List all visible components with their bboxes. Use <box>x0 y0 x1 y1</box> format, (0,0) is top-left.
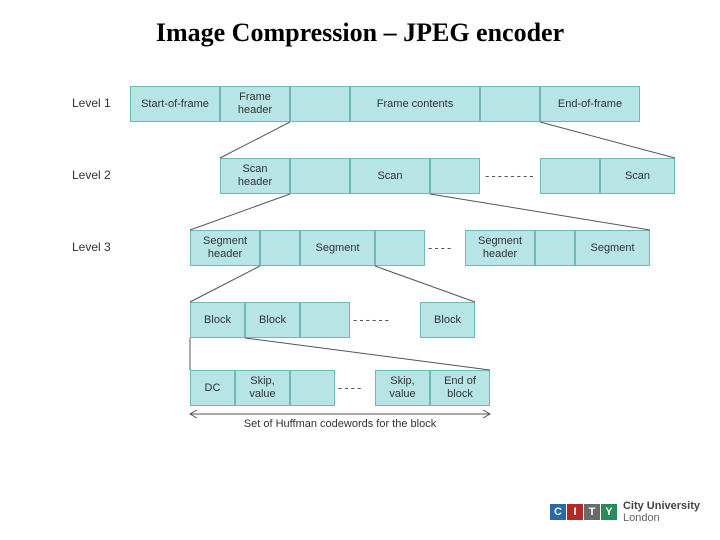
row5-dash: ---- <box>338 380 363 395</box>
box-segment2: Segment <box>575 230 650 266</box>
connector-lines <box>0 0 720 540</box>
logo-y: Y <box>601 504 617 520</box>
city-logo-text: City University London <box>623 500 700 524</box>
box-r3-gap2 <box>375 230 425 266</box>
box-scan2: Scan <box>600 158 675 194</box>
huffman-caption: Set of Huffman codewords for the block <box>240 418 440 430</box>
row3-dash: ---- <box>428 240 453 255</box>
city-logo-squares: C I T Y <box>550 504 617 520</box>
level3-label: Level 3 <box>72 240 111 254</box>
box-start-of-frame: Start-of-frame <box>130 86 220 122</box>
logo-i: I <box>567 504 583 520</box>
box-skip1: Skip, value <box>235 370 290 406</box>
row2-dash: -------- <box>485 168 536 183</box>
box-skip2: Skip, value <box>375 370 430 406</box>
box-r2-gap1 <box>290 158 350 194</box>
box-scan1: Scan <box>350 158 430 194</box>
box-r4-gap <box>300 302 350 338</box>
level2-label: Level 2 <box>72 168 111 182</box>
row4-dash: ------ <box>353 312 391 327</box>
box-r1-gap2 <box>480 86 540 122</box>
box-frame-contents: Frame contents <box>350 86 480 122</box>
box-end-of-frame: End-of-frame <box>540 86 640 122</box>
box-scan-header: Scan header <box>220 158 290 194</box>
box-block3: Block <box>420 302 475 338</box>
box-r5-gap <box>290 370 335 406</box>
box-r2-gap3 <box>540 158 600 194</box>
box-seg-header1: Segment header <box>190 230 260 266</box>
page-title: Image Compression – JPEG encoder <box>0 18 720 48</box>
box-seg-header2: Segment header <box>465 230 535 266</box>
level1-label: Level 1 <box>72 96 111 110</box>
logo-t: T <box>584 504 600 520</box>
box-segment1: Segment <box>300 230 375 266</box>
city-logo: C I T Y City University London <box>550 500 700 524</box>
box-r3-gap3 <box>535 230 575 266</box>
box-r1-gap1 <box>290 86 350 122</box>
box-block2: Block <box>245 302 300 338</box>
logo-c: C <box>550 504 566 520</box>
box-r3-gap1 <box>260 230 300 266</box>
box-frame-header: Frame header <box>220 86 290 122</box>
box-end-of-block: End of block <box>430 370 490 406</box>
box-dc: DC <box>190 370 235 406</box>
box-r2-gap2 <box>430 158 480 194</box>
box-block1: Block <box>190 302 245 338</box>
